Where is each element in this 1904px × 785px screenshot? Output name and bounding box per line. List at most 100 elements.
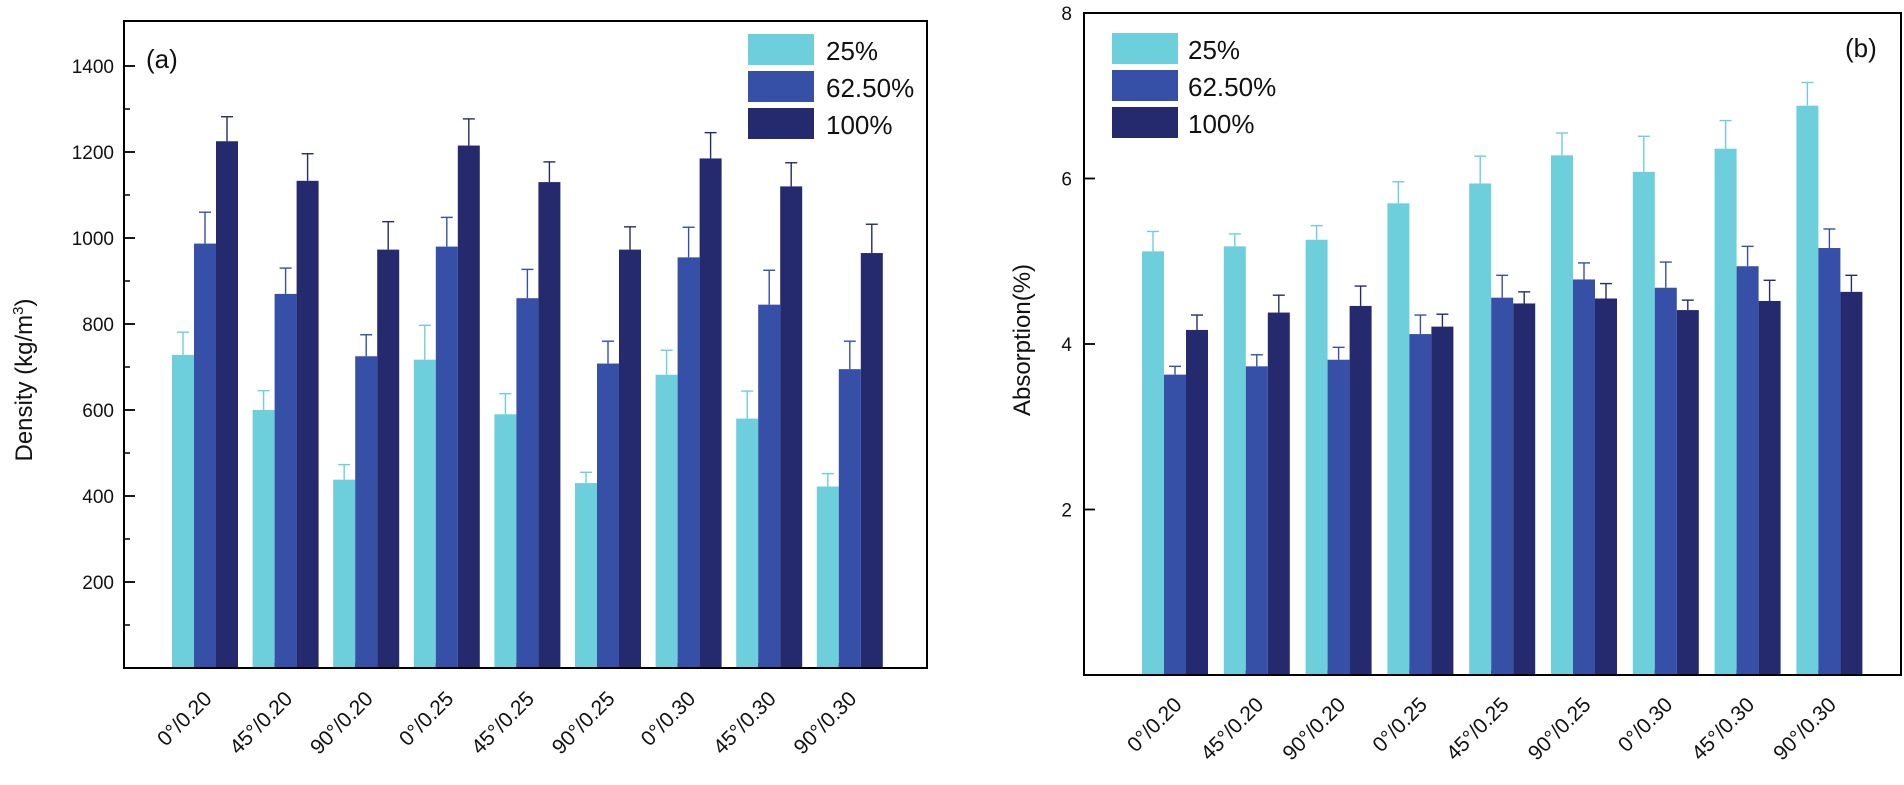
absorption-plot-frame (1083, 12, 1902, 676)
absorption-bar (1327, 359, 1350, 675)
density-y-tick-label: 1200 (72, 143, 114, 164)
absorption-bar (1142, 251, 1164, 675)
density-bar (355, 356, 378, 668)
density-x-tick-label: 0°/0.30 (637, 687, 700, 750)
absorption-x-tick-label: 45°/0.20 (1197, 693, 1269, 765)
absorption-y-axis-label: Absorption(%) (1009, 264, 1036, 416)
density-bar (597, 363, 619, 668)
density-bar (780, 186, 803, 668)
density-bar (296, 180, 319, 668)
density-bar (516, 298, 539, 668)
density-bar (435, 246, 458, 668)
density-bar (413, 359, 436, 668)
density-bar (457, 145, 480, 669)
density-bar (736, 418, 759, 668)
density-legend-swatch (748, 108, 814, 139)
absorption-panel-label: (b) (1845, 33, 1877, 63)
absorption-x-tick-label: 0°/0.20 (1123, 693, 1186, 756)
absorption-bar (1796, 105, 1819, 676)
density-bar (677, 257, 700, 668)
density-bar (619, 249, 641, 669)
absorption-x-tick-label: 45°/0.30 (1687, 693, 1759, 765)
absorption-bar (1409, 334, 1432, 675)
density-x-tick-label: 90°/0.25 (548, 687, 620, 759)
density-bar (699, 158, 722, 668)
density-bar (216, 141, 238, 668)
absorption-y-tick-label: 4 (1061, 335, 1072, 356)
density-bar (816, 486, 839, 668)
density-panel-label: (a) (146, 44, 178, 74)
density-y-tick-label: 200 (82, 573, 114, 594)
absorption-x-tick-label: 90°/0.30 (1769, 693, 1841, 765)
density-legend-label: 25% (826, 36, 878, 66)
density-bar (377, 249, 400, 669)
absorption-legend-label: 100% (1188, 109, 1255, 139)
density-y-tick-label: 1400 (72, 57, 114, 78)
density-bar (252, 410, 275, 668)
absorption-bar (1595, 298, 1617, 675)
density-legend-swatch (748, 71, 814, 102)
absorption-bar (1349, 305, 1372, 675)
absorption-x-tick-label: 0°/0.25 (1368, 693, 1431, 756)
absorption-x-tick-label: 90°/0.20 (1278, 693, 1350, 765)
absorption-bar (1551, 155, 1573, 675)
absorption-bar (1736, 266, 1759, 675)
absorption-legend-label: 62.50% (1188, 72, 1276, 102)
absorption-bar (1714, 148, 1737, 675)
density-bar (538, 182, 561, 668)
density-x-tick-label: 45°/0.20 (225, 687, 297, 759)
absorption-bar (1164, 374, 1186, 675)
density-y-tick-label: 400 (82, 487, 114, 508)
density-bar (194, 243, 216, 668)
absorption-bar (1387, 203, 1410, 675)
absorption-bar (1469, 183, 1492, 675)
density-bar (274, 293, 297, 668)
density-x-tick-label: 90°/0.30 (790, 687, 862, 759)
absorption-legend-swatch (1112, 70, 1178, 101)
density-bar (758, 304, 781, 668)
absorption-x-tick-label: 45°/0.25 (1442, 693, 1514, 765)
absorption-legend: 25% 62.50% 100% (1112, 33, 1276, 139)
absorption-bar (1676, 310, 1699, 675)
absorption-legend-swatch (1112, 33, 1178, 64)
density-y-tick-label: 600 (82, 401, 114, 422)
absorption-bar (1267, 312, 1290, 675)
density-x-tick-label: 45°/0.25 (467, 687, 539, 759)
absorption-x-tick-label: 90°/0.25 (1524, 693, 1596, 765)
absorption-legend-label: 25% (1188, 35, 1240, 65)
absorption-bar (1573, 279, 1595, 675)
density-y-tick-label: 800 (82, 315, 114, 336)
absorption-bar (1305, 239, 1328, 676)
absorption-bar (1245, 366, 1268, 675)
absorption-bar (1758, 300, 1781, 675)
absorption-bar (1632, 171, 1655, 675)
density-bar (172, 354, 194, 668)
absorption-y-tick-label: 2 (1061, 501, 1072, 522)
density-legend-label: 100% (826, 110, 893, 140)
absorption-bar (1818, 248, 1841, 675)
absorption-bar (1840, 291, 1863, 675)
density-x-tick-label: 0°/0.25 (395, 687, 458, 750)
density-y-tick-label: 1000 (72, 229, 114, 250)
density-bar (655, 374, 678, 668)
density-y-axis-label: Density (kg/m3) (10, 298, 38, 461)
absorption-bar (1513, 303, 1536, 675)
density-legend-label: 62.50% (826, 73, 914, 103)
absorption-bar (1186, 329, 1208, 675)
density-legend-swatch (748, 34, 814, 65)
absorption-bar (1654, 287, 1677, 675)
absorption-y-tick-label: 6 (1061, 170, 1072, 191)
density-bar (494, 414, 517, 668)
absorption-bar (1431, 326, 1454, 675)
density-plot-frame (123, 20, 928, 669)
density-bar (860, 253, 883, 669)
absorption-legend-swatch (1112, 107, 1178, 138)
absorption-bar (1223, 246, 1246, 676)
density-x-tick-label: 90°/0.20 (306, 687, 378, 759)
density-bar (575, 483, 597, 668)
